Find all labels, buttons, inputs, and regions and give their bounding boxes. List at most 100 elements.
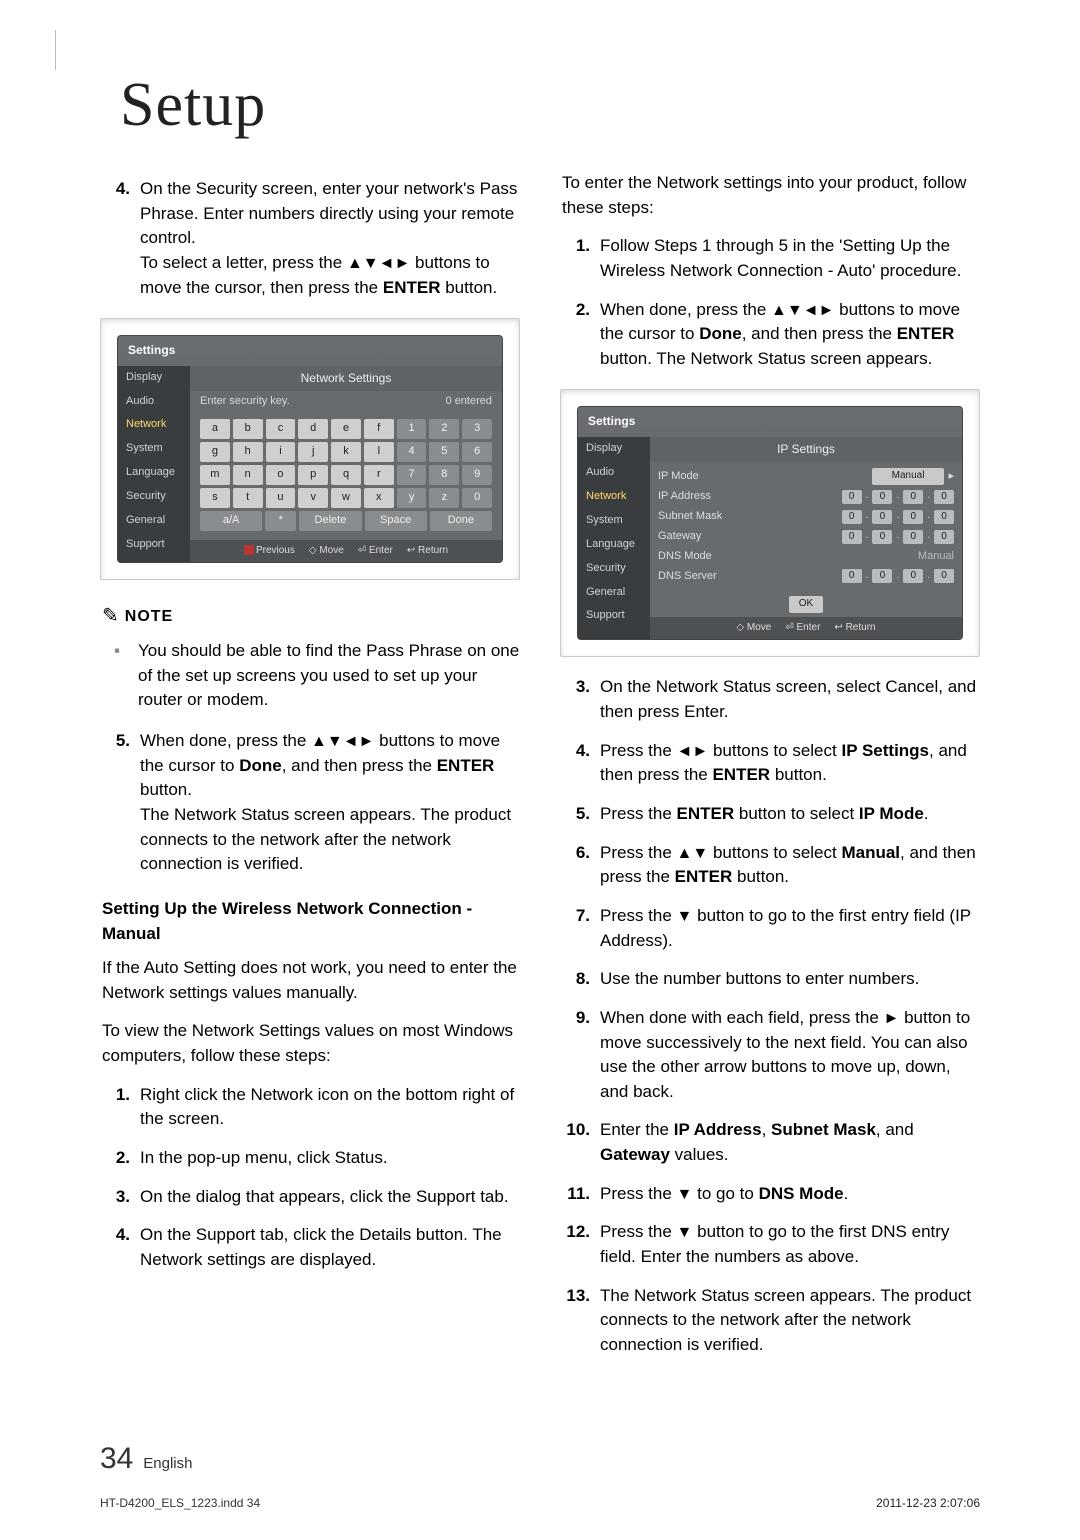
keyboard-key: b <box>233 419 263 439</box>
document-page: Setup 4. On the Security screen, enter y… <box>0 0 1080 1540</box>
r-step-8: 8.Use the number buttons to enter number… <box>562 967 980 992</box>
page-number: 34 <box>100 1442 133 1475</box>
para-view: To view the Network Settings values on m… <box>102 1019 520 1068</box>
keyboard-key: 5 <box>429 442 459 462</box>
keyboard-key: d <box>298 419 328 439</box>
sidebar-item: Language <box>578 533 650 557</box>
keyboard-key: w <box>331 488 361 508</box>
ip-row-value: Manual ▸ <box>746 468 954 485</box>
page-footer: 34 English <box>100 1442 980 1476</box>
ip-row-label: Gateway <box>658 529 746 545</box>
print-timestamp: 2011-12-23 2:07:06 <box>876 1496 980 1510</box>
sidebar-item: Security <box>118 485 190 509</box>
note-header: ✎ NOTE <box>102 602 520 631</box>
sidebar-item: System <box>578 509 650 533</box>
step-num: 5. <box>102 729 130 877</box>
step-5: 5. When done, press the ▲▼◄► buttons to … <box>102 729 520 877</box>
right-column: To enter the Network settings into your … <box>560 171 980 1372</box>
keyboard-key: z <box>429 488 459 508</box>
bullet-icon: ▪ <box>114 639 128 713</box>
step-text: When done, press the ▲▼◄► buttons to mov… <box>140 729 520 877</box>
r-step-3: 3.On the Network Status screen, select C… <box>562 675 980 724</box>
osd-keyboard-figure: Settings DisplayAudioNetworkSystemLangua… <box>100 318 520 580</box>
ip-row-value: 0.0.0.0 <box>746 509 954 524</box>
keyboard-key: 3 <box>462 419 492 439</box>
osd-footbar: Previous ◇ Move ⏎ Enter ↩ Return <box>190 540 502 563</box>
keyboard-fn-key: * <box>265 511 296 531</box>
sidebar-item: Security <box>578 557 650 581</box>
r-step-2: 2.When done, press the ▲▼◄► buttons to m… <box>562 298 980 372</box>
foot-enter: Enter <box>797 622 821 633</box>
note-icon: ✎ <box>102 602 119 631</box>
keyboard-key: q <box>331 465 361 485</box>
sidebar-item: General <box>578 581 650 605</box>
r-step-12: 12.Press the ▼ button to go to the first… <box>562 1220 980 1269</box>
note-label: NOTE <box>125 605 173 628</box>
keyboard-key: m <box>200 465 230 485</box>
ip-row-label: IP Address <box>658 489 746 505</box>
ip-row-value: Manual <box>746 549 954 565</box>
osd-prompt-line: Enter security key. 0 entered <box>190 391 502 413</box>
sidebar-item: Support <box>118 533 190 557</box>
r-step-7: 7.Press the ▼ button to go to the first … <box>562 904 980 953</box>
sidebar-item: Network <box>578 485 650 509</box>
win-step-1: 1.Right click the Network icon on the bo… <box>102 1083 520 1132</box>
page-title: Setup <box>120 70 980 141</box>
keyboard-key: j <box>298 442 328 462</box>
keyboard-key: g <box>200 442 230 462</box>
ip-row-label: DNS Server <box>658 569 746 585</box>
keyboard-key: t <box>233 488 263 508</box>
keyboard-key: l <box>364 442 394 462</box>
note-text: You should be able to find the Pass Phra… <box>138 639 520 713</box>
keyboard-key: k <box>331 442 361 462</box>
step-4: 4. On the Security screen, enter your ne… <box>102 177 520 300</box>
keyboard-key: p <box>298 465 328 485</box>
keyboard-key: c <box>266 419 296 439</box>
ip-settings-table: IP ModeManual ▸IP Address0.0.0.0Subnet M… <box>650 462 962 590</box>
ip-row-value: 0.0.0.0 <box>746 529 954 544</box>
keyboard-fn-key: Done <box>430 511 492 531</box>
osd-keyboard: Settings DisplayAudioNetworkSystemLangua… <box>117 335 503 563</box>
osd-panel: IP Settings IP ModeManual ▸IP Address0.0… <box>650 437 962 640</box>
keyboard-key: h <box>233 442 263 462</box>
foot-move: Move <box>319 545 343 556</box>
keyboard-key: n <box>233 465 263 485</box>
note-body: ▪ You should be able to find the Pass Ph… <box>114 639 520 713</box>
foot-previous: Previous <box>256 545 295 556</box>
osd-title: Settings <box>118 336 502 365</box>
keyboard-key: e <box>331 419 361 439</box>
osd-panel-header: IP Settings <box>650 437 962 462</box>
keyboard-key: y <box>397 488 427 508</box>
osd-entered: 0 entered <box>446 394 492 410</box>
ip-row-value: 0.0.0.0 <box>746 569 954 584</box>
r-step-4: 4.Press the ◄► buttons to select IP Sett… <box>562 739 980 788</box>
r-step-1: 1.Follow Steps 1 through 5 in the 'Setti… <box>562 234 980 283</box>
keyboard-key: 1 <box>397 419 427 439</box>
win-step-4: 4.On the Support tab, click the Details … <box>102 1223 520 1272</box>
osd-panel: Network Settings Enter security key. 0 e… <box>190 366 502 563</box>
subhead-manual: Setting Up the Wireless Network Connecti… <box>102 897 520 946</box>
keyboard-key: 9 <box>462 465 492 485</box>
keyboard-fn-key: Delete <box>299 511 361 531</box>
r-step-6: 6.Press the ▲▼ buttons to select Manual,… <box>562 841 980 890</box>
sidebar-item: Language <box>118 461 190 485</box>
keyboard-key: 8 <box>429 465 459 485</box>
step-text: On the Security screen, enter your netwo… <box>140 177 520 300</box>
win-step-2: 2.In the pop-up menu, click Status. <box>102 1146 520 1171</box>
keyboard-key: 0 <box>462 488 492 508</box>
ip-row-label: Subnet Mask <box>658 509 746 525</box>
intro-para: To enter the Network settings into your … <box>562 171 980 220</box>
step-num: 4. <box>102 177 130 300</box>
page-language: English <box>143 1455 192 1472</box>
sidebar-item: Audio <box>578 461 650 485</box>
keyboard-key: u <box>266 488 296 508</box>
win-step-3: 3.On the dialog that appears, click the … <box>102 1185 520 1210</box>
sidebar-item: Audio <box>118 390 190 414</box>
osd-panel-header: Network Settings <box>190 366 502 391</box>
foot-move: Move <box>747 622 771 633</box>
ip-row-value: 0.0.0.0 <box>746 489 954 504</box>
keyboard-key: s <box>200 488 230 508</box>
r-step-9: 9.When done with each field, press the ►… <box>562 1006 980 1105</box>
ok-button: OK <box>789 596 823 613</box>
keyboard-key: x <box>364 488 394 508</box>
